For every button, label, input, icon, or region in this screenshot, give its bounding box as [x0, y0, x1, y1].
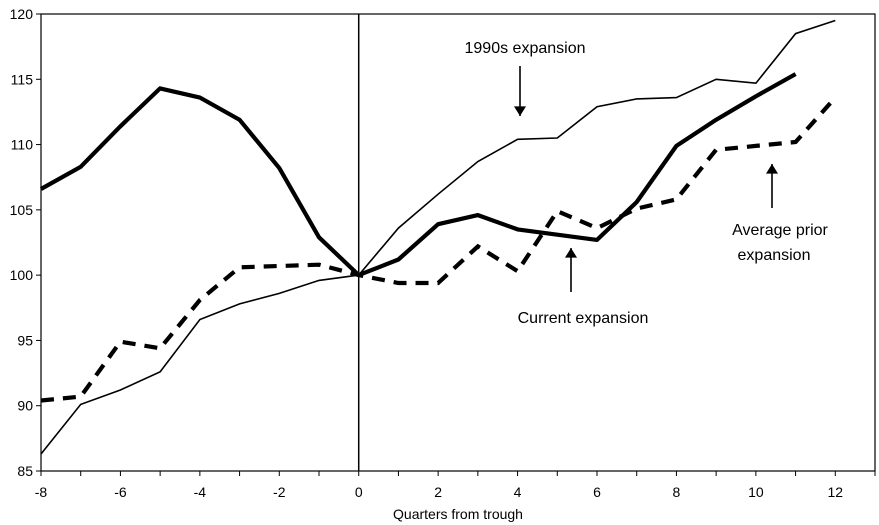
x-tick-label: 8 — [673, 484, 681, 500]
annotation-label: 1990s expansion — [465, 40, 586, 57]
y-tick-label: 115 — [11, 71, 34, 87]
y-tick-label: 100 — [10, 267, 34, 283]
y-tick-label: 85 — [17, 463, 33, 479]
1990s-expansion-line — [40, 19, 836, 455]
x-tick-label: -2 — [273, 484, 286, 500]
y-tick-label: 90 — [17, 398, 33, 414]
x-tick-label: 12 — [827, 484, 843, 500]
annotation-label: Current expansion — [518, 310, 649, 327]
annotation-label: expansion — [738, 247, 811, 264]
current-expansion-line — [39, 72, 797, 278]
x-axis-label: Quarters from trough — [393, 506, 523, 522]
x-tick-label: -6 — [114, 484, 127, 500]
plot-area-border — [40, 13, 876, 472]
x-tick-label: -4 — [194, 484, 207, 500]
x-tick-label: 6 — [593, 484, 601, 500]
y-tick-label: 95 — [17, 332, 33, 348]
x-tick-label: 10 — [748, 484, 764, 500]
average-prior-expansion-line — [40, 96, 837, 403]
x-tick-label: 2 — [434, 484, 442, 500]
x-tick-label: 0 — [355, 484, 363, 500]
annotation-label: Average prior — [732, 222, 828, 239]
y-tick-label: 110 — [11, 137, 34, 153]
x-tick-label: 4 — [514, 484, 522, 500]
y-tick-label: 105 — [10, 202, 34, 218]
y-tick-label: 120 — [10, 6, 34, 22]
x-tick-label: -8 — [35, 484, 48, 500]
